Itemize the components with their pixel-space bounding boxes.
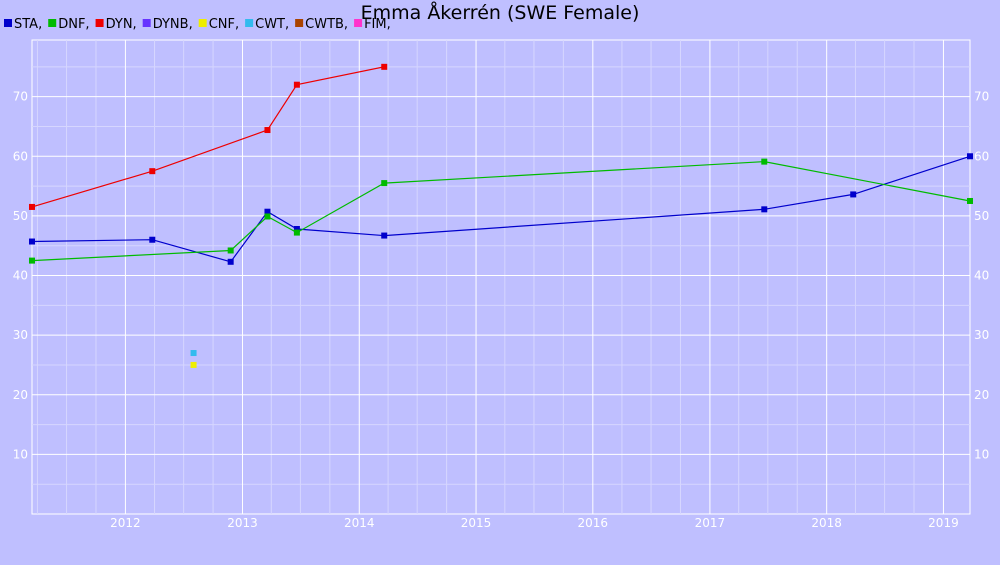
legend-label-sta: STA, [14,17,42,32]
y-tick-label-right: 70 [974,90,989,104]
data-point-sta [293,226,300,233]
x-tick-label: 2013 [227,516,258,530]
legend-label-cwtb: CWTB, [305,17,348,32]
data-point-dnf [761,158,768,165]
data-point-dyn [149,168,156,175]
x-tick-label: 2018 [811,516,842,530]
x-tick-label: 2019 [928,516,959,530]
y-tick-label-right: 10 [974,447,989,461]
data-point-dnf [29,257,35,264]
y-tick-label-right: 40 [974,269,989,283]
legend-swatch-cnf [198,19,207,27]
x-tick-label: 2015 [461,516,492,530]
legend-label-cwt: CWT, [255,17,289,32]
y-tick-label-left: 60 [13,149,28,163]
data-point-sta [149,236,156,243]
data-point-dnf [967,197,973,204]
legend-swatch-sta [4,19,12,27]
data-point-dyn [29,203,35,210]
y-tick-label-right: 20 [974,388,989,402]
legend-swatch-dynb [142,19,151,27]
data-point-sta [29,238,35,245]
data-point-dnf [381,180,388,187]
y-tick-label-right: 50 [974,209,989,223]
chart-title: Emma Åkerrén (SWE Female) [361,1,640,24]
y-tick-label-left: 40 [13,269,28,283]
legend-label-dnf: DNF, [58,17,89,32]
plot-area [31,39,971,515]
tick-labels: 2012 2013 2014 2015 2016 2017 2018 2019 10 10 20 20… [13,90,990,530]
y-tick-label-right: 60 [974,149,989,163]
data-point-cnf [190,361,197,368]
data-point-sta [850,191,857,198]
legend-swatch-cwtb [295,19,304,27]
legend-swatch-dnf [48,19,57,27]
legend-label-dynb: DYNB, [153,17,193,32]
data-point-dyn [293,81,300,88]
data-point-cwt [190,350,197,357]
legend-label-dyn: DYN, [106,17,137,32]
data-point-sta [761,206,768,213]
legend: STA, DNF, DYN, DYNB, CNF, CWT, CWTB, FIM, [4,17,391,32]
x-tick-label: 2016 [578,516,609,530]
y-tick-label-right: 30 [974,328,989,342]
data-point-sta [264,208,271,215]
data-point-dnf [264,213,271,220]
y-tick-label-left: 30 [13,328,28,342]
series-points [29,63,973,368]
data-point-sta [967,153,973,160]
x-tick-label: 2017 [695,516,726,530]
y-tick-label-left: 10 [13,447,28,461]
minor-grid [32,40,970,514]
data-point-sta [227,258,234,265]
y-tick-label-left: 70 [13,90,28,104]
data-point-dyn [381,63,388,70]
y-tick-label-left: 50 [13,209,28,223]
legend-label-cnf: CNF, [209,17,239,32]
x-tick-label: 2014 [344,516,375,530]
data-point-dnf [227,247,234,254]
data-point-dyn [264,127,271,134]
x-tick-label: 2012 [110,516,141,530]
y-tick-label-left: 20 [13,388,28,402]
legend-swatch-dyn [95,19,104,27]
data-point-sta [381,232,388,239]
legend-swatch-fim [354,19,363,27]
major-grid [32,40,970,514]
data-point-dnf [293,229,300,236]
legend-swatch-cwt [245,19,254,27]
legend-label-fim: FIM, [364,17,391,32]
